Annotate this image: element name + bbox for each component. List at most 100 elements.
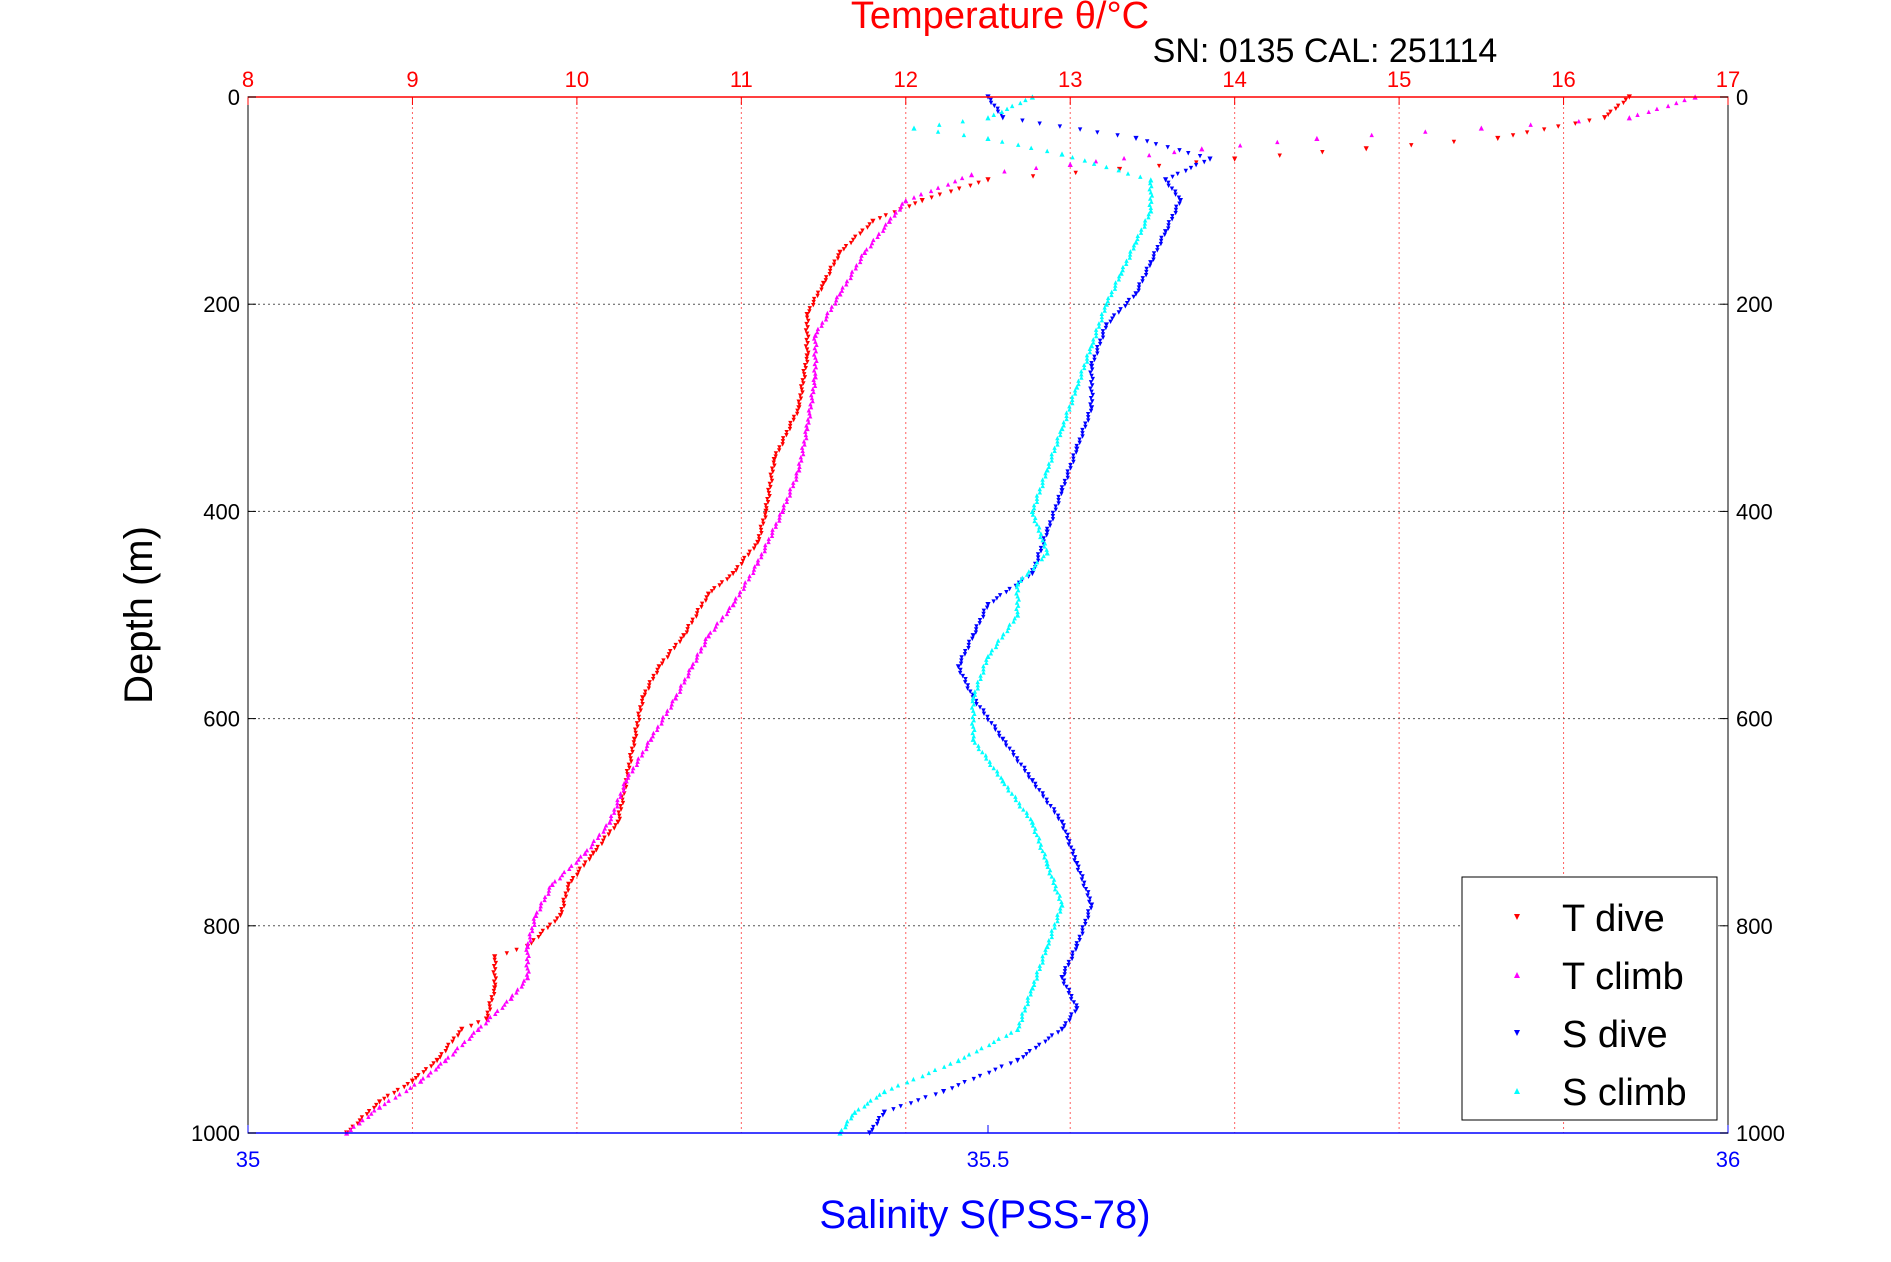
data-point-interp xyxy=(747,573,752,579)
data-point-interp xyxy=(1091,340,1096,345)
data-point-interp xyxy=(803,344,809,349)
data-point-interp xyxy=(1093,159,1099,164)
data-point-interp xyxy=(983,753,988,758)
data-point-interp xyxy=(732,599,738,604)
data-point-interp xyxy=(811,377,816,382)
data-point-interp xyxy=(801,439,807,444)
data-point-interp xyxy=(972,692,978,697)
data-point-interp xyxy=(803,429,808,434)
data-point-interp xyxy=(660,717,665,723)
data-point-interp xyxy=(978,673,983,678)
data-point-interp xyxy=(995,772,1000,777)
data-point-interp xyxy=(1109,292,1114,298)
data-point-interp xyxy=(813,371,818,376)
data-point xyxy=(1067,161,1073,167)
data-point-interp xyxy=(1046,937,1052,943)
data-point-interp xyxy=(1057,124,1063,129)
data-point-interp xyxy=(578,854,583,859)
data-point-interp xyxy=(1033,165,1039,170)
data-point-interp xyxy=(462,1039,467,1045)
left-tick-label: 600 xyxy=(203,707,240,732)
data-point-interp xyxy=(966,642,971,648)
data-point xyxy=(1059,902,1065,908)
data-point-interp xyxy=(1063,1021,1068,1026)
data-point-interp xyxy=(898,1104,903,1109)
data-point-interp xyxy=(825,310,830,316)
data-point-interp xyxy=(1037,490,1043,495)
data-point-interp xyxy=(804,423,809,428)
data-point-interp xyxy=(1144,139,1150,144)
data-point-interp xyxy=(1177,148,1182,153)
data-point-interp xyxy=(988,651,994,656)
data-point-interp xyxy=(651,673,656,679)
data-point-interp xyxy=(804,356,809,362)
data-point-interp xyxy=(1040,791,1045,796)
data-point-interp xyxy=(999,109,1005,114)
data-point-interp xyxy=(1034,493,1040,498)
data-point-interp xyxy=(638,708,643,713)
data-point xyxy=(1133,135,1139,142)
data-point-interp xyxy=(1040,953,1045,959)
data-point-interp xyxy=(1017,800,1022,806)
data-point-interp xyxy=(487,1014,493,1020)
data-point-interp xyxy=(1037,788,1042,793)
data-point-interp xyxy=(654,670,660,676)
data-point-interp xyxy=(1048,804,1053,809)
data-point-interp xyxy=(794,474,799,479)
data-point-interp xyxy=(1078,871,1083,876)
data-point-interp xyxy=(740,558,746,564)
data-point-interp xyxy=(485,1013,491,1019)
data-point-interp xyxy=(977,621,982,626)
data-point-interp xyxy=(1063,966,1068,971)
data-point xyxy=(852,1109,858,1115)
data-point-interp xyxy=(438,1061,443,1066)
data-point-interp xyxy=(991,112,996,117)
data-point-interp xyxy=(805,325,810,330)
data-point-interp xyxy=(686,667,692,673)
data-point-interp xyxy=(1008,1030,1014,1035)
data-point-interp xyxy=(1166,183,1171,188)
data-point xyxy=(672,695,679,701)
data-point-interp xyxy=(1051,807,1057,812)
data-point-interp xyxy=(987,1042,992,1048)
data-point-interp xyxy=(819,284,825,289)
data-point-interp xyxy=(615,804,620,809)
data-point-interp xyxy=(889,1086,894,1091)
data-point-interp xyxy=(1064,410,1069,415)
data-point-interp xyxy=(1138,230,1144,235)
data-point-interp xyxy=(1090,367,1095,372)
data-point-interp xyxy=(787,426,793,432)
data-point-interp xyxy=(634,762,640,768)
data-point-interp xyxy=(975,682,980,688)
data-point-interp xyxy=(369,1111,374,1116)
data-point-interp xyxy=(810,398,815,404)
legend-label: T climb xyxy=(1562,956,1684,998)
data-point-interp xyxy=(1071,456,1076,462)
data-point-interp xyxy=(1032,518,1037,524)
data-point-interp xyxy=(957,670,963,676)
data-point-interp xyxy=(1014,606,1019,611)
data-point-interp xyxy=(366,1114,371,1120)
data-point-interp xyxy=(808,401,813,407)
data-point-interp xyxy=(348,1127,353,1132)
data-point-interp xyxy=(1055,439,1060,444)
data-point-interp xyxy=(1093,327,1099,332)
data-point-interp xyxy=(811,299,816,305)
data-point-interp xyxy=(869,240,875,246)
data-point-interp xyxy=(1020,575,1025,580)
data-point-interp xyxy=(1074,941,1079,946)
data-point xyxy=(549,881,555,887)
data-point-interp xyxy=(850,237,856,243)
data-point-interp xyxy=(633,730,638,736)
data-point-interp xyxy=(1068,997,1074,1002)
data-point-interp xyxy=(808,404,814,410)
data-point-interp xyxy=(807,411,812,416)
data-point-interp xyxy=(699,604,704,610)
data-point-interp xyxy=(673,642,678,648)
data-point xyxy=(970,736,976,742)
data-point xyxy=(881,1109,887,1115)
data-point-interp xyxy=(823,317,829,322)
data-point-interp xyxy=(717,583,722,588)
data-point-interp xyxy=(972,727,977,732)
data-point-interp xyxy=(1037,525,1042,530)
